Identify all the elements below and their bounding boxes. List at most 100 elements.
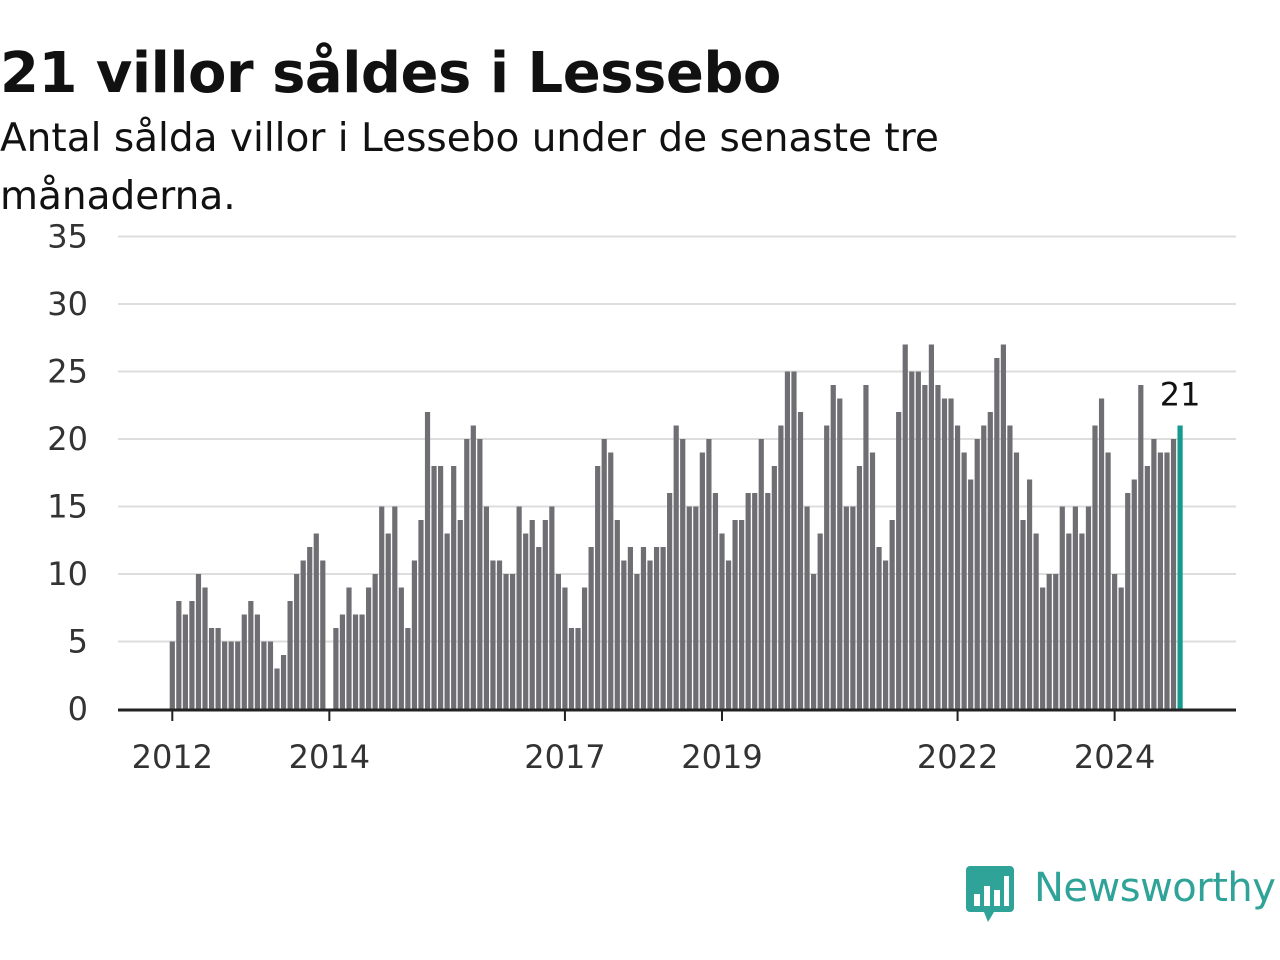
bar [1033, 533, 1039, 709]
bar [294, 574, 300, 709]
bar [686, 506, 692, 709]
bar [837, 398, 843, 709]
bar [791, 371, 797, 709]
bar [379, 506, 385, 709]
bar [706, 439, 712, 709]
bar [974, 439, 980, 709]
bar [883, 560, 889, 709]
bar [496, 560, 503, 709]
bar [640, 547, 647, 709]
bar [405, 628, 411, 709]
bar [935, 385, 941, 709]
bar [739, 520, 745, 709]
bar [797, 412, 804, 709]
bar [752, 493, 758, 709]
bar [235, 641, 241, 709]
bar [1138, 385, 1144, 709]
bar [261, 641, 267, 709]
bar [902, 344, 908, 709]
bar [359, 614, 365, 709]
bar [1151, 439, 1157, 709]
bar [843, 506, 849, 709]
bar [568, 628, 575, 709]
bar [483, 506, 490, 709]
bar [634, 574, 640, 709]
bar [994, 358, 1000, 709]
bar [300, 560, 306, 709]
bar [464, 439, 470, 709]
bar [398, 587, 404, 709]
bar [503, 574, 509, 709]
bar [1157, 452, 1164, 709]
bar [1046, 574, 1052, 709]
x-tick-label: 2017 [524, 738, 605, 776]
bar [182, 614, 188, 709]
bar [195, 574, 202, 709]
bar [424, 412, 431, 709]
bar [438, 466, 444, 709]
y-tick-label: 15 [47, 488, 88, 526]
bar [850, 506, 856, 709]
bar [987, 412, 993, 709]
bar [529, 520, 535, 709]
bar [719, 533, 725, 709]
bar [418, 520, 424, 709]
bar [830, 385, 836, 709]
bar [431, 466, 437, 709]
bar [241, 614, 247, 709]
bar [1170, 439, 1177, 709]
bar [542, 520, 548, 709]
bar [339, 614, 346, 709]
bar [222, 641, 228, 709]
bar [555, 574, 561, 709]
bar [477, 439, 483, 709]
bar [961, 452, 967, 709]
x-tick-label: 2019 [681, 738, 762, 776]
bar [896, 412, 902, 709]
bar [693, 506, 699, 709]
x-tick-label: 2024 [1074, 738, 1155, 776]
bar [824, 425, 830, 709]
bar [581, 587, 588, 709]
bar [248, 601, 254, 709]
bar [627, 547, 633, 709]
bar [869, 452, 876, 709]
bar [444, 533, 450, 709]
y-tick-label: 20 [47, 420, 88, 458]
bar [1072, 506, 1078, 709]
bar [1059, 506, 1065, 709]
x-axis-labels: 2012 2014 2017 2019 2022 2024 [132, 738, 1156, 776]
bar [595, 466, 601, 709]
bar [575, 628, 581, 709]
bar [1020, 520, 1026, 709]
bar [771, 466, 777, 709]
bar [660, 547, 666, 709]
bar [909, 371, 915, 709]
y-tick-label: 10 [47, 555, 88, 593]
bar [490, 560, 496, 709]
bar [588, 547, 594, 709]
bar [981, 425, 987, 709]
bars [169, 344, 1183, 709]
bar [228, 641, 234, 709]
y-tick-label: 5 [68, 623, 88, 661]
annotations: 21 [1160, 376, 1201, 414]
x-tick-label: 2014 [289, 738, 370, 776]
bar [1118, 587, 1124, 709]
bar [712, 493, 719, 709]
bar [732, 520, 738, 709]
bar [954, 425, 961, 709]
bar [411, 560, 418, 709]
bar [614, 520, 620, 709]
bar [1164, 452, 1170, 709]
bar [1007, 425, 1013, 709]
bar [817, 533, 823, 709]
bar [941, 398, 948, 709]
bar [1066, 533, 1072, 709]
x-tick-label: 2022 [917, 738, 998, 776]
bar [307, 547, 313, 709]
chart-title: 21 villor såldes i Lessebo [0, 41, 781, 106]
bar [1112, 574, 1118, 709]
chart-subtitle: Antal sålda villor i Lessebo under de se… [0, 116, 939, 219]
newsworthy-bar-chart-icon [966, 866, 1014, 922]
